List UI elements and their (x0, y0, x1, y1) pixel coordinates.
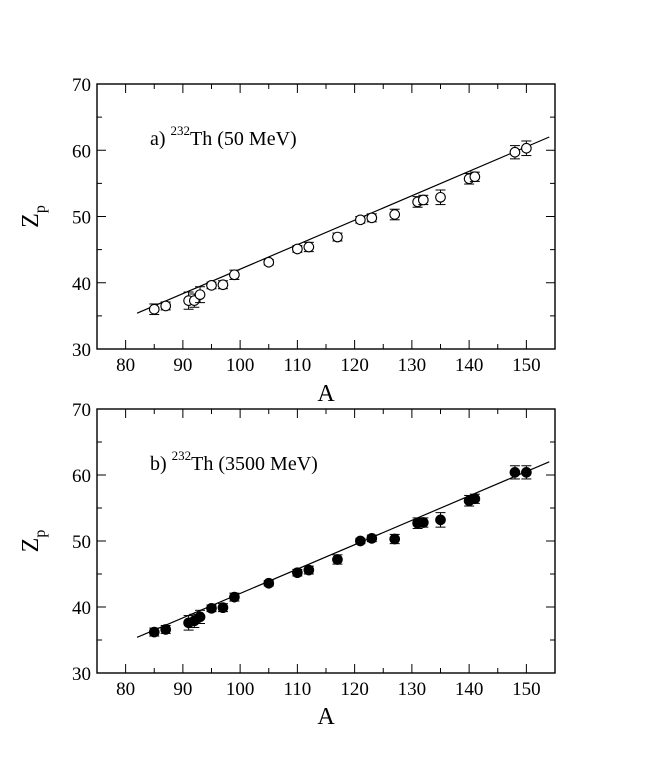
x-tick-label: 130 (398, 355, 427, 376)
data-point (521, 142, 532, 154)
x-tick-label: 150 (512, 679, 541, 700)
x-tick-label: 130 (398, 679, 427, 700)
panel-annotation: b) 232Th (3500 MeV) (150, 448, 318, 475)
panel-a: 80 90 100 110 120 130 140 150 30 40 50 60 70 A Zp a) 23… (18, 75, 556, 407)
data-point (366, 212, 378, 224)
data-point (229, 269, 240, 281)
data-point (194, 611, 206, 623)
data-point (206, 602, 217, 614)
y-axis-title: Zp (18, 205, 49, 228)
x-tick-label: 110 (283, 355, 311, 376)
y-axis-title: Zp (18, 530, 49, 553)
data-point (469, 493, 481, 505)
data-point (160, 624, 172, 635)
data-point (292, 567, 303, 579)
data-point (263, 256, 275, 268)
annotation-superscript: 232 (172, 448, 192, 463)
annotation-text: Th (50 MeV) (190, 128, 297, 150)
data-point (206, 280, 217, 291)
y-axis-title-subscript: p (32, 530, 49, 538)
data-point (332, 231, 343, 243)
y-tick-label: 70 (72, 75, 91, 96)
y-tick-label: 50 (72, 208, 91, 229)
x-axis-title: A (317, 704, 335, 730)
x-tick-label: 110 (283, 679, 311, 700)
x-tick-label: 100 (226, 679, 255, 700)
data-point (355, 214, 366, 226)
data-point (435, 514, 446, 526)
x-axis-title: A (317, 381, 335, 407)
x-tick-label: 150 (512, 355, 541, 376)
annotation-superscript: 232 (171, 123, 191, 138)
y-tick-label: 30 (72, 664, 91, 685)
x-tick-label: 80 (116, 355, 135, 376)
data-point (303, 241, 315, 253)
y-tick-label: 60 (72, 466, 91, 487)
x-tick-label: 80 (116, 679, 135, 700)
x-tick-label: 90 (173, 679, 192, 700)
y-tick-label: 40 (72, 598, 91, 619)
data-point (148, 303, 160, 315)
data-point (389, 209, 401, 220)
data-point (217, 602, 229, 614)
data-point (469, 171, 481, 183)
data-point (303, 564, 315, 576)
panel-annotation: a) 232Th (50 MeV) (150, 123, 297, 150)
x-tick-label: 120 (340, 355, 369, 376)
data-point (417, 194, 429, 206)
data-point (509, 146, 521, 158)
annotation-prefix: a) (150, 128, 171, 150)
annotation-text: Th (3500 MeV) (191, 453, 318, 475)
data-point (160, 300, 172, 312)
x-tick-label: 100 (226, 355, 255, 376)
y-axis-title-main: Z (18, 213, 44, 228)
fit-line (136, 461, 550, 638)
data-point (263, 577, 275, 589)
y-tick-label: 50 (72, 532, 91, 553)
data-point (194, 289, 206, 301)
data-point (521, 467, 532, 478)
y-tick-label: 40 (72, 274, 91, 295)
y-axis-title-subscript: p (32, 205, 49, 213)
y-tick-label: 70 (72, 400, 91, 421)
x-tick-label: 140 (455, 355, 484, 376)
y-axis-title-main: Z (18, 538, 44, 553)
y-tick-label: 60 (72, 141, 91, 162)
data-point (292, 243, 303, 255)
data-point (229, 591, 240, 603)
annotation-prefix: b) (150, 453, 172, 475)
x-tick-label: 140 (455, 679, 484, 700)
data-point (217, 279, 229, 291)
data-point (435, 191, 446, 203)
data-point (389, 533, 401, 545)
data-point (332, 554, 343, 565)
data-point (509, 467, 521, 478)
y-tick-label: 30 (72, 340, 91, 361)
data-point (355, 535, 366, 547)
fit-line (136, 136, 550, 314)
x-tick-label: 120 (340, 679, 369, 700)
data-point (366, 533, 378, 544)
data-point (148, 626, 160, 638)
data-point (417, 517, 429, 528)
x-tick-label: 90 (173, 355, 192, 376)
panel-b: 80 90 100 110 120 130 140 150 30 40 50 60 70 A Zp b) 23… (18, 400, 556, 730)
